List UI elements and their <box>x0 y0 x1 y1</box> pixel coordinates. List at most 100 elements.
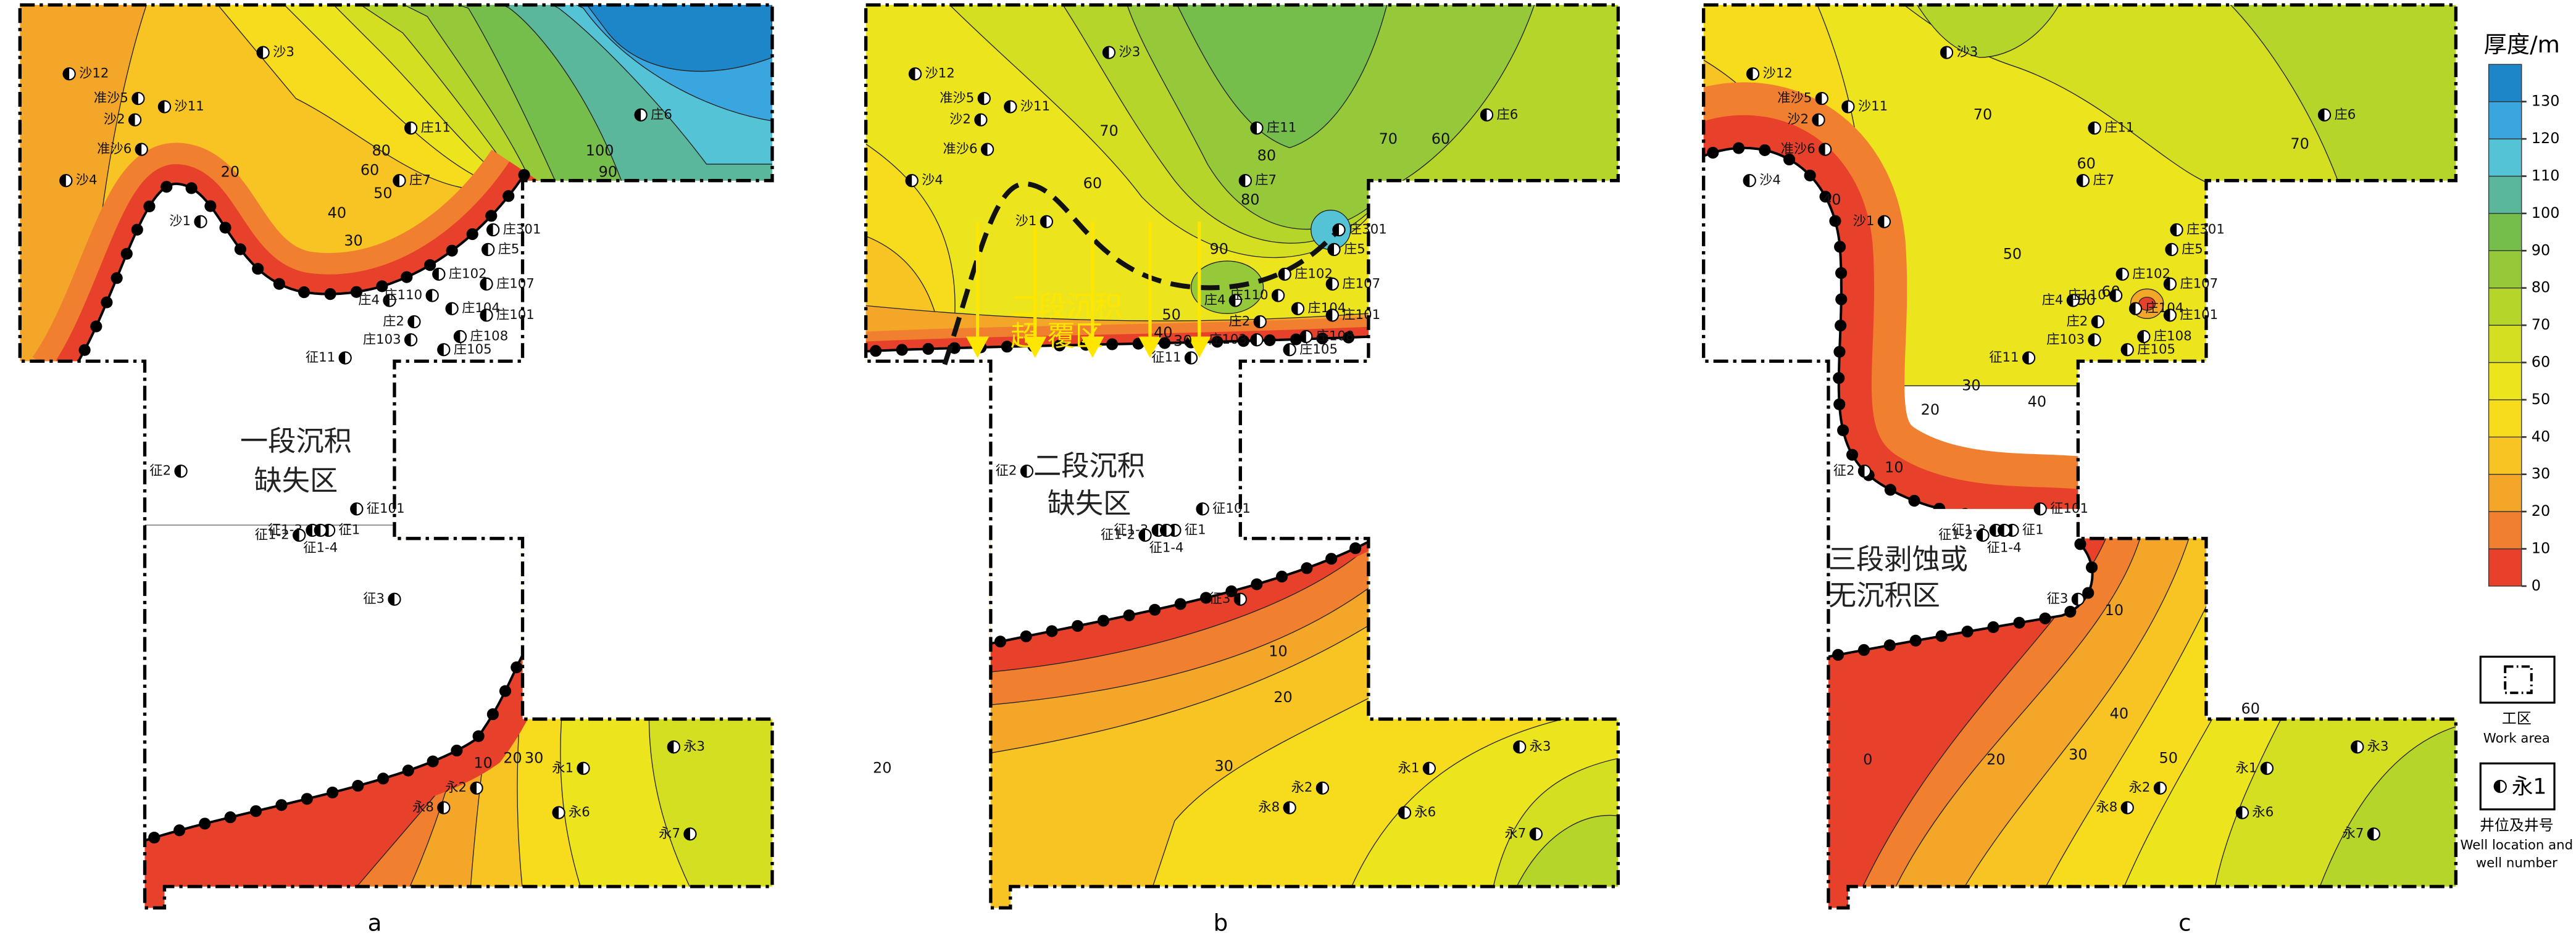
well-symbol-half <box>1185 352 1191 364</box>
erosion-dot <box>1001 341 1013 353</box>
well-symbol-half <box>1291 302 1298 315</box>
legend-tick-label: 80 <box>2532 279 2550 296</box>
well-label: 庄103 <box>363 332 401 347</box>
region-label: 缺失区 <box>1048 487 1132 520</box>
erosion-dot <box>78 344 91 356</box>
contour-label: 10 <box>473 754 492 771</box>
well-symbol-half <box>2072 593 2078 605</box>
well-symbol-half <box>1990 524 1996 537</box>
contour-label: 20 <box>503 749 522 766</box>
legend-tick-label: 50 <box>2532 391 2550 408</box>
erosion-dot <box>1783 153 1796 166</box>
erosion-dot <box>160 181 173 193</box>
erosion-dot <box>1857 644 1870 656</box>
well-symbol-half <box>1423 762 1430 774</box>
well-symbol-half <box>2121 801 2128 814</box>
well-label: 准沙6 <box>97 141 131 157</box>
erosion-dot <box>275 799 288 811</box>
well-label: 永6 <box>569 805 590 820</box>
well-label: 征1-2 <box>1938 527 1973 542</box>
erosion-dot <box>1846 449 1859 461</box>
well-symbol-half <box>135 143 142 155</box>
erosion-dot <box>1733 142 1745 154</box>
no-deposit-area <box>49 172 543 394</box>
erosion-dot <box>1908 495 1920 507</box>
region-label: 无沉积区 <box>1828 579 1940 612</box>
well-symbol-half <box>1020 465 1027 478</box>
well-symbol-half <box>454 330 461 343</box>
well-symbol-half <box>60 175 66 187</box>
erosion-dot <box>110 272 123 284</box>
well-label: 庄101 <box>496 307 535 323</box>
erosion-dot <box>424 259 436 271</box>
legend-tick-label: 0 <box>2532 577 2541 594</box>
legend-band <box>2488 399 2522 437</box>
contour-label: 0 <box>1863 751 1872 768</box>
erosion-dot <box>273 278 285 290</box>
well-symbol-half <box>1161 524 1167 537</box>
legend-item-box <box>2479 762 2556 811</box>
well-label: 庄102 <box>449 266 487 281</box>
legend-well-symbol-label: 永1 <box>2512 775 2547 800</box>
well-label: 沙12 <box>925 66 954 81</box>
legend-band <box>2488 175 2522 214</box>
erosion-dot <box>173 824 186 837</box>
well-symbol-half <box>1480 109 1487 121</box>
contour-label: 40 <box>2110 705 2128 722</box>
well-symbol-half <box>906 175 912 187</box>
well-label: 永7 <box>1505 826 1527 842</box>
erosion-dot <box>120 247 133 260</box>
well-label: 沙12 <box>1762 66 1792 81</box>
erosion-dot <box>298 286 311 299</box>
thickness-band <box>2138 296 2156 311</box>
well-symbol-half <box>1328 243 1335 256</box>
well-label: 沙3 <box>1956 44 1978 60</box>
well-label: 庄2 <box>383 314 404 329</box>
erosion-dot <box>1149 603 1161 616</box>
well-symbol-half <box>1530 828 1536 840</box>
erosion-dot <box>1819 191 1832 203</box>
erosion-dot <box>301 793 313 805</box>
well-label: 庄11 <box>2104 120 2134 136</box>
well-label: 征1 <box>2022 522 2044 537</box>
well-symbol-half <box>314 524 321 537</box>
contour-label: 90 <box>599 163 617 180</box>
erosion-dot <box>870 345 882 357</box>
well-label: 沙1 <box>1015 213 1037 229</box>
well-label: 永3 <box>1530 739 1551 755</box>
well-label: 庄6 <box>2334 107 2356 122</box>
well-symbol-half <box>446 302 452 315</box>
well-symbol-half <box>1239 175 1246 187</box>
erosion-dot <box>376 280 388 292</box>
erosion-dot <box>1884 484 1896 496</box>
contour-label: 80 <box>1257 147 1276 164</box>
erosion-dot <box>502 190 515 202</box>
contour-label: 50 <box>1162 306 1180 323</box>
well-label: 沙3 <box>1119 44 1140 60</box>
well-symbol-half <box>2261 762 2267 774</box>
well-symbol-half <box>1251 334 1257 346</box>
erosion-dot <box>896 344 908 356</box>
erosion-dot <box>2064 605 2077 618</box>
well-label: 沙2 <box>104 112 125 127</box>
well-label: 永3 <box>2367 739 2389 755</box>
well-symbol-half <box>1316 782 1323 794</box>
erosion-dot <box>1123 609 1135 621</box>
well-label: 庄2 <box>1229 314 1251 329</box>
legend-tick-label: 40 <box>2532 428 2550 445</box>
well-symbol-half <box>132 93 138 105</box>
well-symbol-half <box>909 68 915 80</box>
overlap-arrowhead <box>1023 336 1047 358</box>
well-label: 征1-4 <box>1987 540 2022 556</box>
well-label: 庄4 <box>358 292 380 308</box>
erosion-dot <box>234 243 246 255</box>
contour-label: 60 <box>1432 130 1450 147</box>
well-label: 庄108 <box>470 328 508 344</box>
erosion-dot <box>219 222 231 234</box>
work-area-outline <box>18 3 774 910</box>
erosion-dot <box>1987 621 1999 634</box>
well-symbol-half <box>1940 46 1947 59</box>
region-label: 一段沉积 <box>240 424 352 457</box>
well-label: 沙2 <box>1787 112 1809 127</box>
well-label: 永6 <box>2252 805 2274 820</box>
